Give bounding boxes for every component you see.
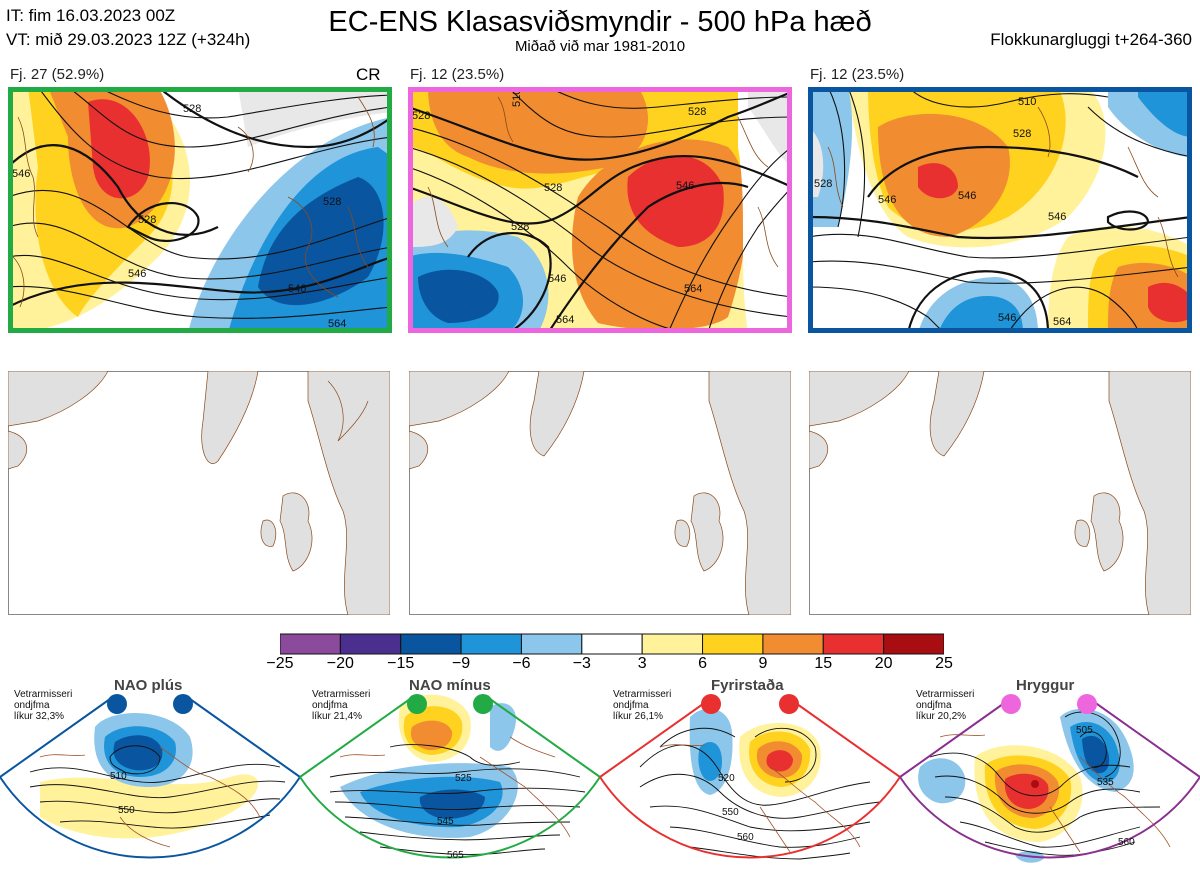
cluster-1-tag: CR (356, 65, 381, 84)
cluster-3-contour-label: 546 (1048, 211, 1066, 223)
basemap-1[interactable] (8, 371, 390, 615)
colorbar (279, 633, 945, 660)
regime-1-contour-label: 510 (110, 771, 127, 782)
regime-nao-plus-map[interactable]: 510 550 (0, 694, 301, 859)
regime-2-contour-label: 525 (455, 773, 472, 784)
page-subtitle: Miðað við mar 1981-2010 (514, 38, 686, 55)
cluster-2-contour-label: 546 (676, 180, 694, 192)
cluster-3-contour-label: 546 (878, 194, 896, 206)
regime-4-contour-label: 560 (1118, 837, 1135, 848)
regime-2-contour-label: 545 (437, 816, 454, 827)
regime-4-contour-label: 505 (1076, 725, 1093, 736)
regime-3-contour-label: 550 (722, 807, 739, 818)
page-title: EC-ENS Klasasviðsmyndir - 500 hPa hæð (328, 6, 872, 38)
cluster-3-label: Fj. 12 (23.5%) (810, 66, 905, 83)
regime-3-contour-label: 560 (737, 832, 754, 843)
regime-1-title: NAO plús (114, 677, 183, 694)
regime-4-contour-label: 535 (1097, 777, 1114, 788)
colorbar-swatch (279, 633, 341, 655)
colorbar-tick-label: −6 (512, 655, 531, 672)
regime-1-contour-label: 550 (118, 805, 135, 816)
cluster-1-contour-label: 528 (183, 103, 201, 115)
colorbar-tick-label: 20 (874, 655, 893, 672)
regime-3-dot (701, 694, 721, 714)
colorbar-swatch (460, 633, 522, 655)
valid-time: VT: mið 29.03.2023 12Z (+324h) (6, 30, 251, 49)
colorbar-tick-label: −20 (326, 655, 354, 672)
colorbar-tick-label: 15 (814, 655, 833, 672)
regime-4-dot (1077, 694, 1097, 714)
colorbar-swatch (883, 633, 945, 655)
regime-2-dot (473, 694, 493, 714)
cluster-2-contour-label: 528 (544, 182, 562, 194)
cluster-2-contour-label: 528 (412, 110, 430, 122)
regime-2-note: Vetrarmisseri ondjfma líkur 21,4% (312, 689, 371, 722)
regime-3-note: Vetrarmisseri ondjfma líkur 26,1% (613, 689, 672, 722)
cluster-2-contour-label: 546 (548, 273, 566, 285)
cluster-3-contour-label: 546 (958, 190, 976, 202)
colorbar-swatch (641, 633, 704, 655)
cluster-2-contour-label: 564 (556, 314, 574, 326)
cluster-2-label: Fj. 12 (23.5%) (410, 66, 505, 83)
cluster-3-contour-label: 528 (1013, 128, 1031, 140)
cluster-1-contour-label: 546 (128, 268, 146, 280)
colorbar-swatch (762, 633, 824, 655)
cluster-2-contour-label: 528 (511, 221, 529, 233)
colorbar-swatch (702, 633, 764, 655)
regime-1-dot (107, 694, 127, 714)
regime-ridge-map[interactable]: 505 535 560 (899, 694, 1200, 863)
cluster-1-contour-label: 528 (138, 214, 156, 226)
colorbar-tick-label: −9 (451, 655, 471, 672)
cluster-1-label: Fj. 27 (52.9%) (10, 66, 105, 83)
colorbar-swatch (520, 633, 583, 655)
colorbar-swatch (400, 633, 462, 655)
regime-1-dot (173, 694, 193, 714)
colorbar-tick-label: 6 (698, 655, 707, 672)
cluster-2-contour-label: 528 (688, 106, 706, 118)
colorbar-swatch (339, 633, 402, 655)
basemap-3[interactable] (809, 371, 1191, 615)
regime-row: 510 550 (0, 677, 1200, 871)
colorbar-tick-label: 25 (935, 655, 953, 672)
cluster-3-contour-label: 546 (998, 312, 1016, 324)
colorbar-tick-label: −25 (266, 655, 294, 672)
cluster-1-contour-label: 546 (12, 168, 30, 180)
cluster-1-map[interactable]: 546 528 546 528 546 528 564 (8, 87, 392, 333)
classification-window: Flokkunargluggi t+264-360 (990, 30, 1192, 49)
initial-time: IT: fim 16.03.2023 00Z (6, 6, 176, 25)
regime-4-note: Vetrarmisseri ondjfma líkur 20,2% (916, 689, 975, 722)
regime-2-dot (407, 694, 427, 714)
cluster-1-contour-label: 546 (288, 283, 306, 295)
cluster-1-contour-label: 564 (328, 318, 346, 330)
regime-3-title: Fyrirstaða (711, 677, 784, 694)
cluster-3-contour-label: 564 (1053, 316, 1071, 328)
regime-block-map[interactable]: 520 550 560 (599, 694, 901, 860)
regime-3-contour-label: 520 (718, 773, 735, 784)
cluster-3-contour-label: 510 (1018, 96, 1036, 108)
regime-4-dot (1001, 694, 1021, 714)
cluster-2-contour-label: 510 (511, 89, 523, 107)
colorbar-tick-label: −15 (387, 655, 415, 672)
colorbar-tick-label: 9 (758, 655, 768, 672)
regime-2-title: NAO mínus (409, 677, 491, 694)
cluster-3-contour-label: 528 (814, 178, 832, 190)
regime-nao-minus-map[interactable]: 525 545 565 (299, 694, 601, 861)
cluster-3-map[interactable]: 510 528 528 546 546 546 546 564 (808, 87, 1192, 333)
basemap-2[interactable] (409, 371, 791, 615)
cluster-1-contour-label: 528 (323, 196, 341, 208)
regime-2-contour-label: 565 (447, 850, 464, 861)
regime-3-dot (779, 694, 799, 714)
regime-1-note: Vetrarmisseri ondjfma líkur 32,3% (14, 689, 73, 722)
cluster-2-map[interactable]: 510 528 528 546 528 546 564 564 528 (408, 87, 792, 333)
colorbar-tick-label: 3 (637, 655, 647, 672)
cluster-2-contour-label: 564 (684, 283, 702, 295)
regime-4-title: Hryggur (1016, 677, 1075, 694)
colorbar-swatch (581, 633, 643, 655)
colorbar-tick-label: −3 (572, 655, 591, 672)
run-info: IT: fim 16.03.2023 00Z VT: mið 29.03.202… (6, 4, 250, 52)
colorbar-swatch (822, 633, 885, 655)
